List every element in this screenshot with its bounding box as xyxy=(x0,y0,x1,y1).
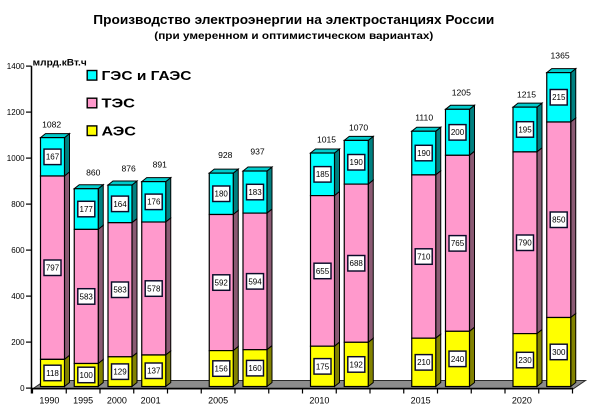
svg-text:1400: 1400 xyxy=(7,62,25,71)
svg-text:Производство электроэнергии на: Производство электроэнергии на электрост… xyxy=(93,13,494,27)
svg-text:180: 180 xyxy=(215,190,229,199)
svg-text:183: 183 xyxy=(248,188,262,197)
svg-text:137: 137 xyxy=(147,367,161,376)
svg-text:594: 594 xyxy=(248,277,262,286)
svg-text:876: 876 xyxy=(121,163,136,173)
svg-text:0: 0 xyxy=(20,384,25,393)
svg-text:688: 688 xyxy=(350,259,364,268)
svg-text:164: 164 xyxy=(113,200,127,209)
svg-text:156: 156 xyxy=(215,365,229,374)
svg-text:2010: 2010 xyxy=(309,396,329,406)
svg-text:190: 190 xyxy=(350,158,364,167)
svg-text:2000: 2000 xyxy=(107,396,127,406)
svg-text:100: 100 xyxy=(80,371,94,380)
svg-text:592: 592 xyxy=(215,278,229,287)
svg-text:176: 176 xyxy=(147,198,161,207)
svg-text:118: 118 xyxy=(46,369,59,378)
svg-text:ТЭС: ТЭС xyxy=(102,96,136,111)
svg-text:710: 710 xyxy=(417,252,431,261)
svg-text:2001: 2001 xyxy=(141,396,161,406)
svg-text:1070: 1070 xyxy=(349,123,368,133)
svg-text:ГЭС и ГАЭС: ГЭС и ГАЭС xyxy=(102,68,193,83)
svg-text:583: 583 xyxy=(80,292,94,301)
svg-text:167: 167 xyxy=(46,153,60,162)
svg-text:583: 583 xyxy=(113,286,127,295)
svg-text:790: 790 xyxy=(518,239,532,248)
svg-text:185: 185 xyxy=(316,170,330,179)
svg-text:1200: 1200 xyxy=(7,108,25,117)
svg-text:937: 937 xyxy=(250,146,265,156)
svg-text:200: 200 xyxy=(11,338,25,347)
svg-text:1082: 1082 xyxy=(42,120,61,130)
svg-text:891: 891 xyxy=(153,159,168,169)
svg-text:1205: 1205 xyxy=(452,87,471,97)
svg-text:1110: 1110 xyxy=(415,113,433,123)
svg-text:240: 240 xyxy=(451,355,465,364)
svg-text:1365: 1365 xyxy=(551,50,570,60)
svg-text:300: 300 xyxy=(552,348,566,357)
svg-text:600: 600 xyxy=(11,246,25,255)
svg-text:655: 655 xyxy=(316,267,330,276)
svg-text:АЭС: АЭС xyxy=(102,123,137,138)
svg-text:400: 400 xyxy=(11,292,25,301)
svg-text:2020: 2020 xyxy=(512,396,532,406)
svg-text:129: 129 xyxy=(113,368,127,377)
svg-text:850: 850 xyxy=(552,216,566,225)
svg-text:765: 765 xyxy=(451,239,465,248)
svg-text:860: 860 xyxy=(86,167,101,177)
svg-text:800: 800 xyxy=(11,200,25,209)
svg-text:200: 200 xyxy=(451,128,465,137)
svg-text:578: 578 xyxy=(147,284,161,293)
svg-text:177: 177 xyxy=(80,205,94,214)
svg-text:1995: 1995 xyxy=(73,396,93,406)
svg-text:195: 195 xyxy=(518,125,532,134)
svg-text:928: 928 xyxy=(218,150,233,160)
svg-text:190: 190 xyxy=(417,149,431,158)
svg-text:2015: 2015 xyxy=(411,396,431,406)
svg-text:(при умеренном и оптимистическ: (при умеренном и оптимистическом вариант… xyxy=(154,30,433,42)
svg-text:160: 160 xyxy=(248,364,262,373)
svg-text:2005: 2005 xyxy=(208,396,228,406)
svg-text:210: 210 xyxy=(417,358,431,367)
svg-text:230: 230 xyxy=(518,356,532,365)
svg-text:175: 175 xyxy=(316,362,330,371)
svg-text:215: 215 xyxy=(552,93,566,102)
svg-text:1000: 1000 xyxy=(7,154,25,163)
svg-text:192: 192 xyxy=(350,360,364,369)
svg-text:1990: 1990 xyxy=(39,396,59,406)
svg-text:млрд.кВт.ч: млрд.кВт.ч xyxy=(33,58,87,68)
svg-text:797: 797 xyxy=(46,264,60,273)
svg-text:1215: 1215 xyxy=(517,89,536,99)
svg-text:1015: 1015 xyxy=(317,135,336,145)
